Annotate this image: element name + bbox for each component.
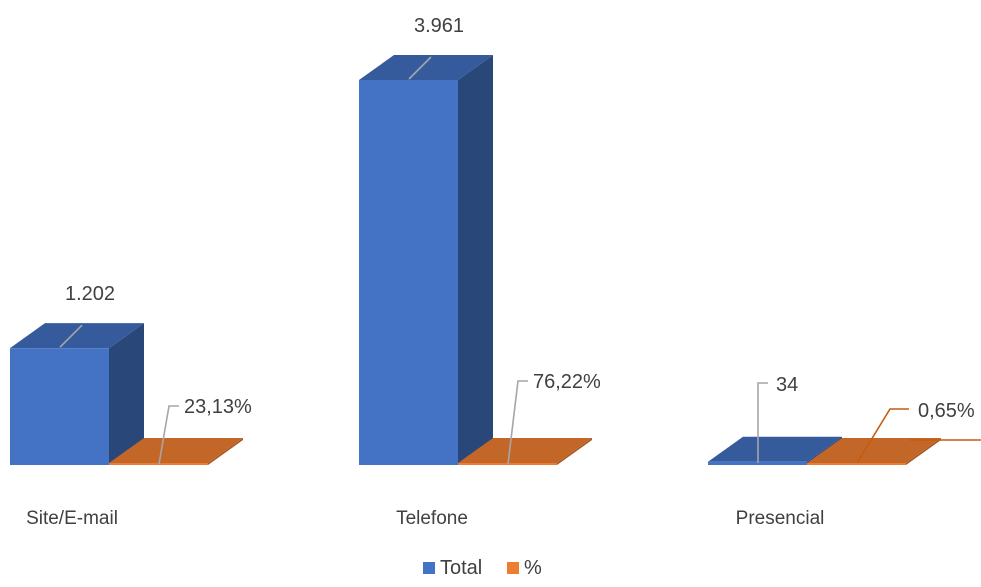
legend-swatch-pct — [507, 562, 519, 574]
bar-pct-1-front — [458, 463, 557, 465]
data-label-pct-0: 23,13% — [184, 396, 252, 418]
data-label-total-1: 3.961 — [414, 15, 464, 37]
category-label-2: Presencial — [736, 508, 825, 529]
leader-total-2 — [757, 382, 768, 463]
bar-total-0-front — [10, 348, 109, 465]
bar-pct-1-top — [458, 438, 592, 463]
leader-total-0 — [59, 324, 83, 348]
leader-lines-layer — [59, 56, 981, 465]
legend-label-total: Total — [440, 557, 482, 579]
bar-total-1-front — [359, 80, 458, 465]
leader-pct-1 — [507, 380, 528, 465]
bar-total-1-top — [359, 55, 493, 80]
leader-total-1 — [408, 56, 432, 80]
data-labels-layer: 1.202 23,13% 3.961 76,22% 34 0,65% — [65, 15, 975, 422]
bar-total-1-side — [458, 55, 493, 465]
data-label-total-2: 34 — [776, 374, 798, 396]
legend-swatch-total — [423, 562, 435, 574]
leader-pct-2 — [856, 408, 909, 464]
bar-total-2-front — [708, 461, 807, 465]
bar-pct-0-front — [109, 463, 208, 465]
bar-total-0-top — [10, 323, 144, 349]
legend: Total% — [423, 557, 542, 579]
data-label-total-0: 1.202 — [65, 283, 115, 305]
bars-layer — [10, 55, 941, 465]
bar-pct-2-side — [906, 438, 941, 465]
data-label-pct-2: 0,65% — [918, 400, 975, 422]
legend-label-pct: % — [524, 557, 542, 579]
bar-total-2-top — [708, 436, 842, 462]
bar-pct-2-top — [807, 438, 941, 463]
category-label-1: Telefone — [396, 508, 468, 529]
bar-pct-1-side — [557, 438, 592, 465]
data-label-pct-1: 76,22% — [533, 371, 601, 393]
bar-pct-2-front — [807, 463, 906, 465]
bar-pct-0-top — [109, 438, 243, 463]
category-label-0: Site/E-mail — [26, 508, 118, 529]
bar-pct-0-side — [208, 438, 243, 465]
bar-total-0-side — [109, 323, 144, 465]
leader-pct-0 — [158, 405, 179, 465]
category-labels-layer: Site/E-mail Telefone Presencial — [26, 508, 824, 529]
